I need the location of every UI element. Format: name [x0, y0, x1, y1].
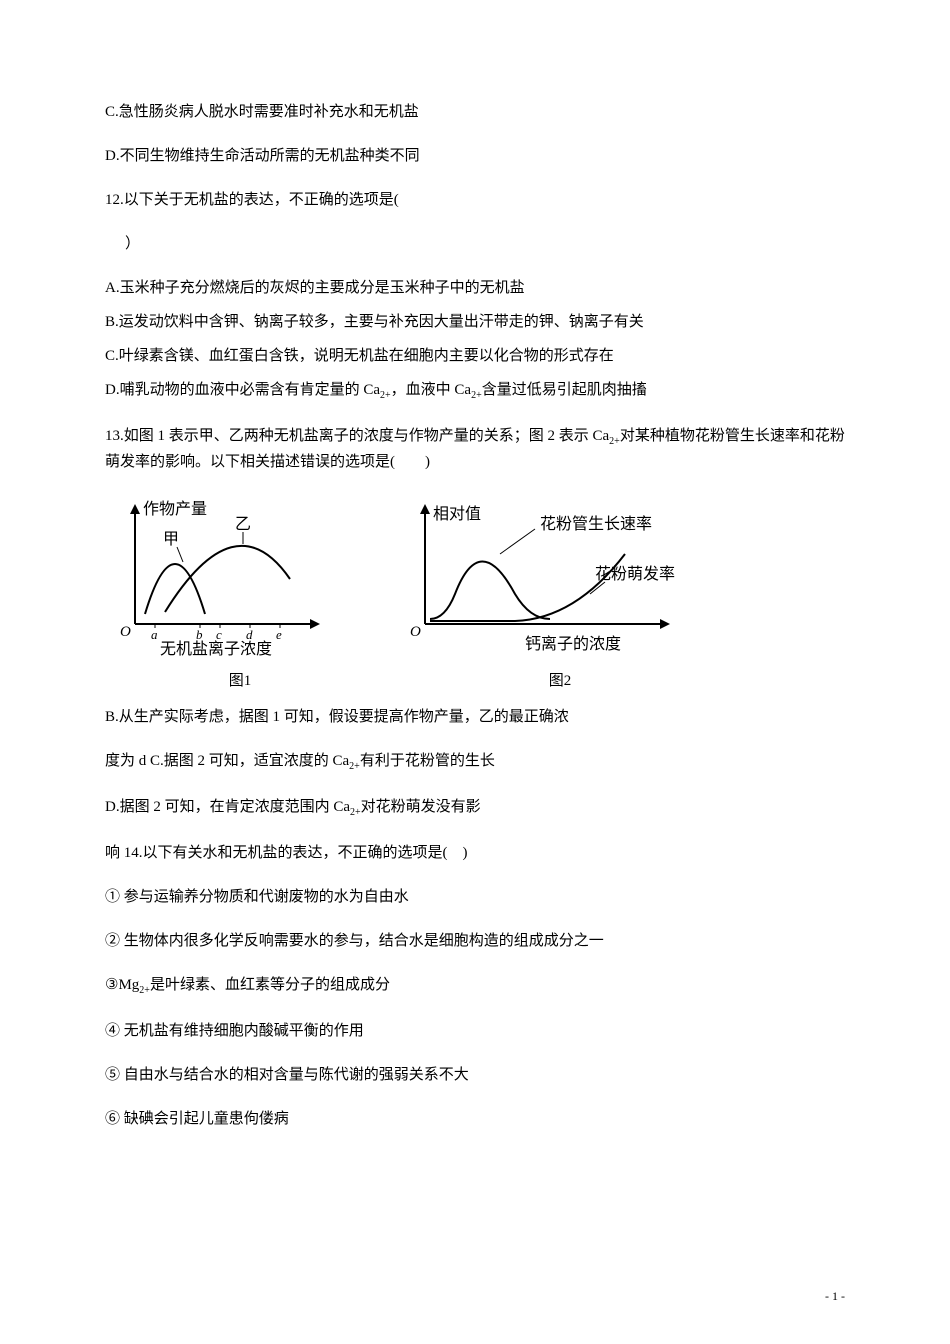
figure-2: 相对值钙离子的浓度 花粉管生长速率花粉萌发率 O 图2	[395, 494, 725, 690]
svg-text:d: d	[246, 627, 253, 642]
q13-option-d: D.据图 2 可知，在肯定浓度范围内 Ca2+对花粉萌发没有影	[105, 795, 845, 821]
mg-superscript: 2+	[139, 985, 150, 996]
option-d: D.不同生物维持生命活动所需的无机盐种类不同	[105, 144, 845, 168]
svg-text:无机盐离子浓度: 无机盐离子浓度	[160, 640, 272, 658]
q12d-part1: D.哺乳动物的血液中必需含有肯定量的 Ca	[105, 382, 380, 398]
question-12-paren: ）	[105, 232, 845, 256]
ca-superscript-3: 2+	[609, 436, 620, 447]
question-14: 响 14.以下有关水和无机盐的表达，不正确的选项是( )	[105, 841, 845, 865]
svg-text:乙: 乙	[235, 516, 251, 533]
q14-item-4: ④ 无机盐有维持细胞内酸碱平衡的作用	[105, 1019, 845, 1043]
q13-option-b: B.从生产实际考虑，据图 1 可知，假设要提高作物产量，乙的最正确浓	[105, 705, 845, 729]
q12-option-c: C.叶绿素含镁、血红蛋白含铁，说明无机盐在细胞内主要以化合物的形式存在	[105, 344, 845, 368]
svg-text:相对值: 相对值	[433, 505, 481, 523]
figure-1: 作物产量无机盐离子浓度甲 乙 Oa bc d e 图1	[105, 494, 375, 690]
svg-text:作物产量: 作物产量	[143, 500, 207, 518]
q13c-part1: 度为 d C.据图 2 可知，适宜浓度的 Ca	[105, 753, 349, 769]
q14-item-5: ⑤ 自由水与结合水的相对含量与陈代谢的强弱关系不大	[105, 1063, 845, 1087]
figure-2-chart: 相对值钙离子的浓度 花粉管生长速率花粉萌发率 O	[395, 494, 725, 664]
svg-text:b: b	[196, 627, 203, 642]
q12d-part3: 含量过低易引起肌肉抽搐	[482, 382, 647, 398]
q12-option-d: D.哺乳动物的血液中必需含有肯定量的 Ca2+，血液中 Ca2+含量过低易引起肌…	[105, 378, 845, 404]
q13-option-c: 度为 d C.据图 2 可知，适宜浓度的 Ca2+有利于花粉管的生长	[105, 749, 845, 775]
option-c: C.急性肠炎病人脱水时需要准时补充水和无机盐	[105, 100, 845, 124]
svg-text:e: e	[276, 627, 282, 642]
question-12: 12.以下关于无机盐的表达，不正确的选项是(	[105, 188, 845, 212]
svg-text:c: c	[216, 627, 222, 642]
ca-superscript-2: 2+	[471, 390, 482, 401]
figure-1-chart: 作物产量无机盐离子浓度甲 乙 Oa bc d e	[105, 494, 375, 664]
q12-option-b: B.运发动饮料中含钾、钠离子较多，主要与补充因大量出汗带走的钾、钠离子有关	[105, 310, 845, 334]
ca-superscript-1: 2+	[380, 390, 391, 401]
q14-item-1: ① 参与运输养分物质和代谢废物的水为自由水	[105, 885, 845, 909]
svg-text:钙离子的浓度: 钙离子的浓度	[525, 635, 621, 653]
q13d-part1: D.据图 2 可知，在肯定浓度范围内 Ca	[105, 799, 350, 815]
q14-item-6: ⑥ 缺碘会引起儿童患佝偻病	[105, 1107, 845, 1131]
q13c-part2: 有利于花粉管的生长	[360, 753, 495, 769]
question-13: 13.如图 1 表示甲、乙两种无机盐离子的浓度与作物产量的关系；图 2 表示 C…	[105, 424, 845, 474]
q14-item-2: ② 生物体内很多化学反响需要水的参与，结合水是细胞构造的组成成分之一	[105, 929, 845, 953]
svg-text:花粉管生长速率: 花粉管生长速率	[540, 515, 652, 533]
q12-option-a: A.玉米种子充分燃烧后的灰烬的主要成分是玉米种子中的无机盐	[105, 276, 845, 300]
svg-text:甲: 甲	[163, 531, 179, 548]
ca-superscript-5: 2+	[350, 807, 361, 818]
q14-3-part2: 是叶绿素、血红素等分子的组成成分	[150, 977, 390, 993]
ca-superscript-4: 2+	[349, 761, 360, 772]
figures-row: 作物产量无机盐离子浓度甲 乙 Oa bc d e 图1 相对值钙离子的浓度 花粉管生长速率花…	[105, 494, 845, 690]
svg-text:O: O	[120, 624, 131, 640]
page-number: - 1 -	[825, 1289, 845, 1304]
q13d-part2: 对花粉萌发没有影	[361, 799, 481, 815]
q12d-part2: ，血液中 Ca	[391, 382, 471, 398]
q14-3-part1: ③Mg	[105, 977, 139, 993]
q14-item-3: ③Mg2+是叶绿素、血红素等分子的组成成分	[105, 973, 845, 999]
svg-text:花粉萌发率: 花粉萌发率	[595, 565, 675, 583]
svg-text:a: a	[151, 627, 158, 642]
figure-2-caption: 图2	[549, 669, 572, 690]
figure-1-caption: 图1	[229, 669, 252, 690]
svg-text:O: O	[410, 624, 421, 640]
q13-part1: 13.如图 1 表示甲、乙两种无机盐离子的浓度与作物产量的关系；图 2 表示 C…	[105, 428, 609, 444]
